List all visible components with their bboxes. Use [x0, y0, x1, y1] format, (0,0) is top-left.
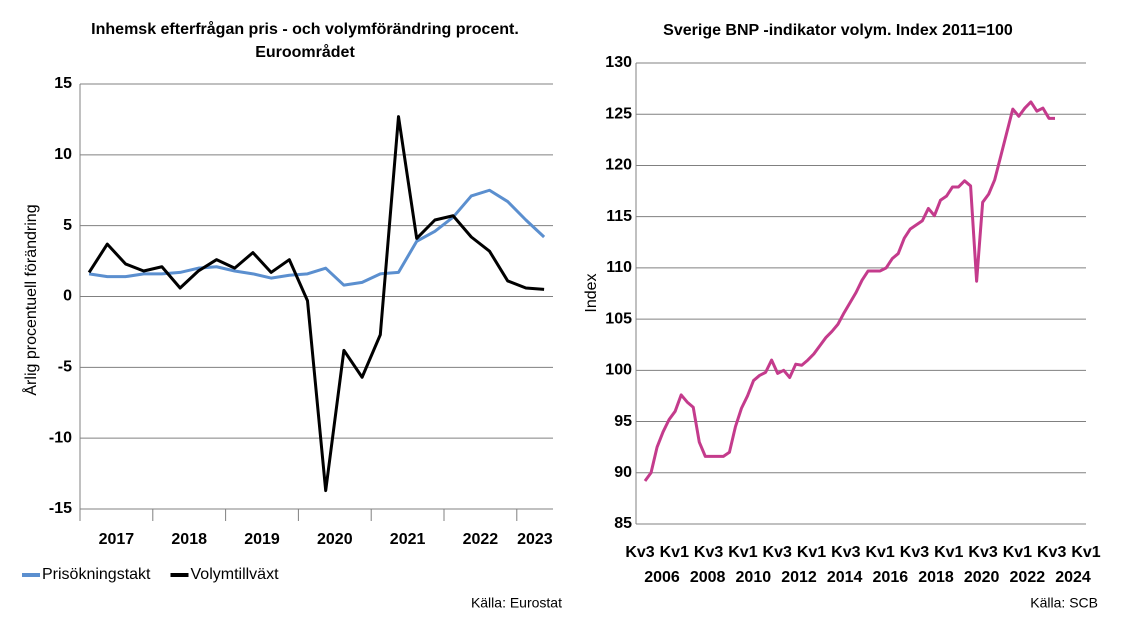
- y-tick-label: 95: [614, 413, 632, 430]
- y-tick-label: 10: [54, 146, 72, 163]
- x-tick-label: 2019: [244, 531, 280, 548]
- y-axis-label: Index: [583, 273, 600, 312]
- data-line: [87, 115, 545, 493]
- y-tick-label: 120: [605, 157, 632, 174]
- x-tick-label: Kv1: [865, 544, 894, 561]
- legend-label: Volymtillväxt: [191, 566, 280, 583]
- x-tick-label: 2022: [1010, 569, 1046, 586]
- y-tick-label: 130: [605, 54, 632, 71]
- x-tick-label: 2012: [781, 569, 817, 586]
- y-tick-label: 5: [63, 217, 72, 234]
- x-tick-label: 2024: [1055, 569, 1091, 586]
- y-tick-label: 110: [606, 259, 632, 276]
- data-line: [643, 100, 1055, 482]
- y-tick-label: 125: [605, 105, 632, 122]
- x-tick-label: Kv3: [1037, 544, 1066, 561]
- y-tick-label: 105: [605, 310, 632, 327]
- x-tick-label: 2018: [171, 531, 207, 548]
- x-tick-label: 2022: [463, 531, 499, 548]
- y-tick-label: 15: [54, 75, 72, 92]
- x-tick-label: Kv3: [763, 544, 792, 561]
- y-tick-label: -10: [49, 429, 72, 446]
- x-tick-label: 2023: [517, 531, 553, 548]
- legend-label: Prisökningstakt: [42, 566, 151, 583]
- x-tick-label: 2017: [99, 531, 135, 548]
- x-tick-label: Kv1: [1003, 544, 1032, 561]
- x-tick-label: 2018: [918, 569, 954, 586]
- y-tick-label: -15: [49, 500, 72, 517]
- x-tick-label: Kv3: [831, 544, 860, 561]
- source: Källa: Eurostat: [471, 595, 562, 611]
- x-tick-label: Kv1: [934, 544, 963, 561]
- x-tick-label: Kv3: [900, 544, 929, 561]
- y-tick-label: 90: [614, 464, 632, 481]
- y-tick-label: 85: [614, 515, 632, 532]
- chart-subtitle: Euroområdet: [255, 43, 355, 61]
- y-tick-label: -5: [58, 359, 72, 376]
- x-tick-label: 2010: [736, 569, 772, 586]
- x-tick-label: Kv1: [728, 544, 757, 561]
- y-axis-label: Årlig procentuell förändring: [21, 204, 40, 395]
- data-line: [88, 188, 546, 287]
- x-tick-label: 2020: [317, 531, 353, 548]
- x-tick-label: Kv3: [694, 544, 723, 561]
- x-tick-label: Kv1: [1071, 544, 1100, 561]
- y-tick-label: 0: [63, 288, 72, 305]
- y-tick-label: 100: [605, 362, 632, 379]
- x-tick-label: 2008: [690, 569, 726, 586]
- x-tick-label: 2006: [644, 569, 680, 586]
- source: Källa: SCB: [1030, 595, 1098, 611]
- x-tick-label: 2020: [964, 569, 1000, 586]
- x-tick-label: Kv3: [968, 544, 997, 561]
- x-tick-label: 2021: [390, 531, 426, 548]
- y-tick-label: 115: [606, 208, 632, 225]
- x-tick-label: 2016: [873, 569, 909, 586]
- x-tick-label: Kv3: [625, 544, 654, 561]
- chart-title: Sverige BNP -indikator volym. Index 2011…: [663, 22, 1013, 39]
- x-tick-label: 2014: [827, 569, 863, 586]
- x-tick-label: Kv1: [660, 544, 689, 561]
- x-tick-label: Kv1: [797, 544, 826, 561]
- chart-title: Inhemsk efterfrågan pris - och volymförä…: [91, 20, 519, 38]
